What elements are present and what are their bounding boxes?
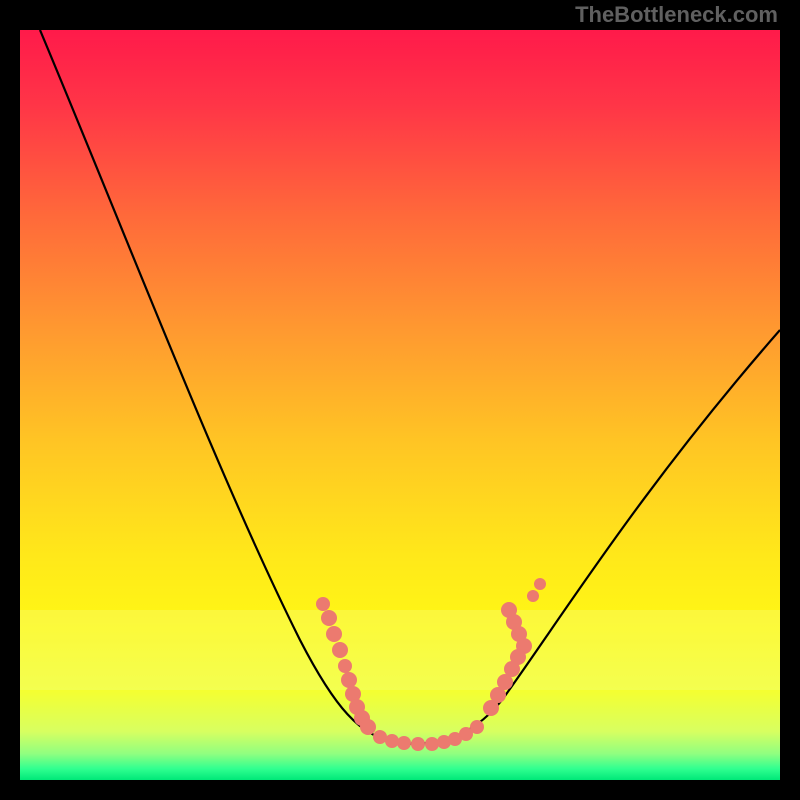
marker-dot (411, 737, 425, 751)
marker-dot (425, 737, 439, 751)
watermark-text: TheBottleneck.com (575, 2, 778, 28)
marker-dot (326, 626, 342, 642)
marker-dot (332, 642, 348, 658)
marker-dot (385, 734, 399, 748)
marker-dot (534, 578, 546, 590)
marker-dot (470, 720, 484, 734)
marker-dot (483, 700, 499, 716)
marker-dot (397, 736, 411, 750)
marker-dot (338, 659, 352, 673)
marker-dot (316, 597, 330, 611)
marker-dot (341, 672, 357, 688)
marker-dot (527, 590, 539, 602)
marker-dot (360, 719, 376, 735)
bottleneck-chart (0, 0, 800, 800)
lower-highlight-band (20, 610, 780, 690)
marker-dot (373, 730, 387, 744)
marker-dot (321, 610, 337, 626)
